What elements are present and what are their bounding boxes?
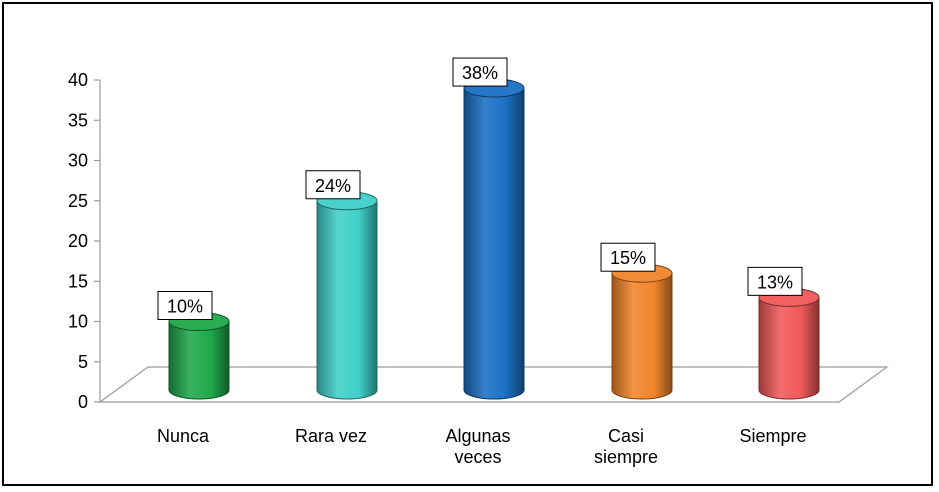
x-category-label: Nunca — [157, 426, 210, 446]
data-label-box — [600, 242, 656, 272]
data-label-box — [305, 170, 361, 200]
bar-body — [316, 200, 378, 400]
bar-1 — [168, 312, 230, 400]
data-label-1: 10% — [157, 291, 213, 320]
data-label-3: 38% — [452, 57, 508, 87]
y-tick-label: 30 — [68, 151, 88, 171]
x-category-label: Rara vez — [295, 426, 367, 446]
bar-body — [611, 272, 673, 400]
bar-2 — [316, 191, 378, 400]
y-tick-label: 15 — [68, 271, 88, 291]
category-labels: Nunca Rara vez Algunas veces Casi siempre Siem… — [157, 426, 807, 467]
data-label-5: 13% — [747, 266, 803, 296]
data-label-box — [157, 291, 213, 320]
y-tick-label: 10 — [68, 312, 88, 332]
data-label-box — [747, 266, 803, 296]
bar-body — [168, 321, 230, 400]
data-label-box — [452, 57, 508, 87]
y-tick-label: 25 — [68, 191, 88, 211]
bar-body — [758, 296, 820, 400]
data-labels: 10% 24% 38% 15% 13% — [157, 57, 803, 320]
y-tick-label: 40 — [68, 70, 88, 90]
y-tick-label: 20 — [68, 231, 88, 251]
bar-5 — [758, 287, 820, 400]
data-label-2: 24% — [305, 170, 361, 200]
y-axis: 0 5 10 15 20 25 30 35 40 — [68, 70, 101, 412]
x-category-label: Algunas veces — [445, 426, 510, 467]
y-tick-label: 35 — [68, 110, 88, 130]
y-tick-label: 5 — [78, 352, 88, 372]
x-category-label: Siempre — [739, 426, 806, 446]
data-label-text: 10% — [167, 297, 203, 317]
data-label-text: 15% — [610, 248, 646, 268]
data-label-text: 38% — [462, 63, 498, 83]
bars — [168, 78, 820, 400]
data-label-text: 13% — [757, 272, 793, 292]
bar-4 — [611, 263, 673, 400]
data-label-text: 24% — [315, 176, 351, 196]
y-tick-label: 0 — [78, 392, 88, 412]
bar-body — [463, 87, 525, 400]
data-label-4: 15% — [600, 242, 656, 272]
x-category-label: Casi siempre — [594, 426, 658, 467]
bar-3 — [463, 78, 525, 400]
